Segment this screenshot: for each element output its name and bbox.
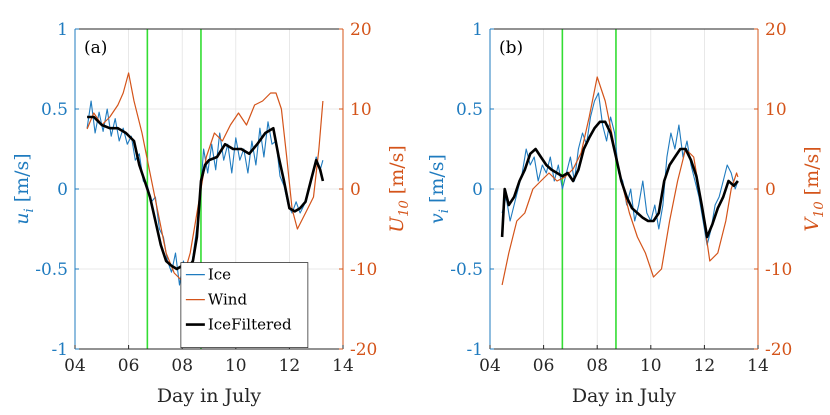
y-right-tick-label: 10 — [765, 100, 787, 120]
x-tick-label: 06 — [118, 356, 140, 376]
x-tick-label: 04 — [479, 356, 501, 376]
y-left-label-units: [m/s] — [426, 154, 448, 209]
panel-label: (a) — [84, 38, 107, 58]
y-right-label-symbol: U — [386, 216, 408, 233]
x-axis-label: Day in July — [572, 385, 677, 407]
y-left-tick-label: -0.5 — [450, 260, 483, 280]
y-left-label-symbol: u — [11, 212, 33, 224]
x-tick-label: 12 — [279, 356, 301, 376]
y-left-tick-label: 0.5 — [41, 100, 68, 120]
y-right-tick-label: 0 — [350, 180, 361, 200]
series-line-icefiltered — [87, 115, 325, 271]
y-right-label-subscript: 10 — [397, 200, 412, 217]
x-tick-label: 04 — [64, 356, 86, 376]
x-axis-label: Day in July — [157, 385, 262, 407]
y-right-tick-label: 10 — [350, 100, 372, 120]
legend-box — [180, 262, 309, 349]
y-left-label-subscript: i — [22, 208, 37, 212]
y-left-tick-label: 1 — [57, 20, 68, 40]
y-right-tick-label: 20 — [350, 20, 372, 40]
y-right-tick-label: 20 — [765, 20, 787, 40]
y-right-tick-label: -20 — [765, 340, 792, 360]
y-right-tick-label: -10 — [350, 260, 377, 280]
legend-label-wind: Wind — [208, 291, 248, 309]
y-right-axis-label: V10 [m/s] — [801, 146, 827, 231]
y-left-tick-label: -1 — [51, 340, 68, 360]
series-line-wind — [86, 72, 324, 282]
x-tick-label: 14 — [332, 356, 354, 376]
y-left-tick-label: -1 — [466, 340, 483, 360]
legend-label-ice: Ice — [208, 266, 231, 284]
y-left-label-subscript: i — [437, 209, 452, 213]
x-tick-label: 10 — [225, 356, 247, 376]
y-right-label-units: [m/s] — [801, 146, 823, 201]
panel-b: 04 06 08 10 12 14 -1 -0.5 0 0.5 1 -20 -10 0 10 20 Day in… — [426, 20, 827, 407]
y-left-label-units: [m/s] — [11, 153, 33, 208]
y-left-label-symbol: v — [426, 213, 448, 224]
y-right-label-units: [m/s] — [386, 145, 408, 200]
y-right-label-symbol: V — [801, 216, 823, 232]
y-right-tick-label: 0 — [765, 180, 776, 200]
y-left-tick-label: 1 — [472, 20, 483, 40]
legend-label-icefiltered: IceFiltered — [208, 316, 292, 334]
y-left-axis-label: vi [m/s] — [426, 154, 452, 224]
x-tick-label: 12 — [694, 356, 716, 376]
x-tick-label: 06 — [533, 356, 555, 376]
x-tick-label: 14 — [747, 356, 769, 376]
x-tick-label: 08 — [171, 356, 193, 376]
y-left-tick-label: 0.5 — [456, 100, 483, 120]
x-tick-label: 10 — [640, 356, 662, 376]
x-tick-label: 08 — [586, 356, 608, 376]
y-right-label-subscript: 10 — [812, 201, 827, 218]
y-left-tick-label: 0 — [57, 180, 68, 200]
panel-a: 04 06 08 10 12 14 -1 -0.5 0 0.5 1 -20 -10 0 10 20 Day in… — [11, 20, 412, 407]
y-right-tick-label: -10 — [765, 260, 792, 280]
y-left-axis-label: ui [m/s] — [11, 153, 37, 224]
panel-label: (b) — [499, 38, 523, 58]
y-right-tick-label: -20 — [350, 340, 377, 360]
series-line-icefiltered — [500, 120, 739, 239]
y-right-axis-label: U10 [m/s] — [386, 145, 412, 233]
y-left-tick-label: -0.5 — [35, 260, 68, 280]
y-left-tick-label: 0 — [472, 180, 483, 200]
